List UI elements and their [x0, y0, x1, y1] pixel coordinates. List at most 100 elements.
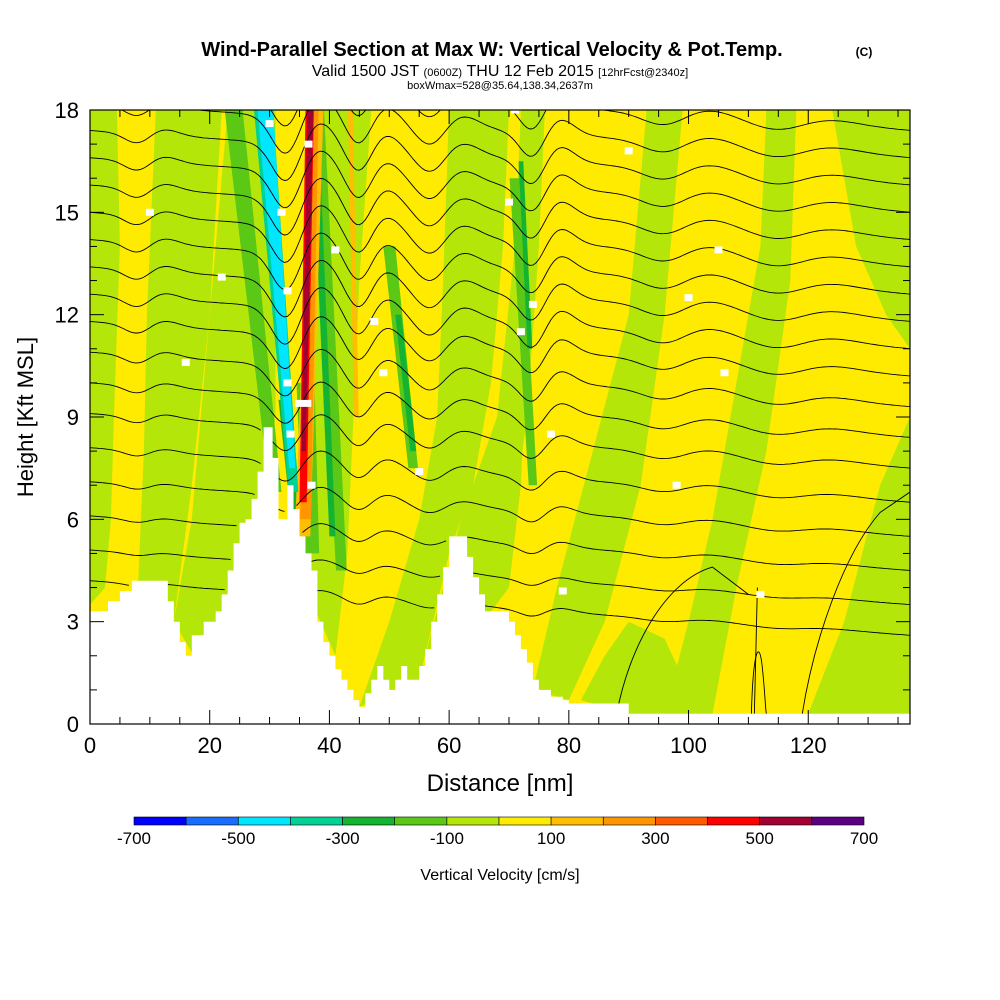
contour-label-box — [684, 294, 693, 302]
band-maroon — [301, 110, 314, 452]
y-axis: 0 3 6 9 12 15 18 — [55, 98, 910, 737]
theta-contour — [90, 447, 910, 503]
band-lime-9 — [580, 621, 695, 714]
colorbar — [133, 816, 865, 826]
velocity-bands — [90, 110, 910, 714]
x-tick-label: 60 — [437, 733, 461, 758]
y-tick-label: 6 — [67, 507, 79, 532]
colorbar-swatch — [655, 816, 708, 826]
band-orange-3 — [348, 110, 359, 417]
y-tick-label: 18 — [55, 98, 79, 123]
subtitle-box: boxWmax=528@35.64,138.34,2637m — [407, 80, 593, 92]
theta-contour — [90, 287, 910, 350]
band-cyan — [257, 110, 296, 469]
band-green-a — [224, 110, 282, 492]
band-lime-11 — [467, 348, 527, 612]
colorbar-label: Vertical Velocity [cm/s] — [420, 867, 579, 884]
colorbar-tick-label: -100 — [430, 829, 464, 848]
theta-contour — [90, 123, 910, 186]
contour-label-box — [265, 120, 274, 128]
contour-label-box — [217, 273, 226, 281]
colorbar-swatch — [238, 816, 291, 826]
contour-label-box — [714, 246, 723, 254]
colorbar-tick-label: 300 — [641, 829, 669, 848]
contour-label-box — [516, 328, 525, 336]
theta-contour — [90, 413, 910, 469]
contour-label-box — [277, 208, 286, 216]
contour-label-box — [181, 358, 190, 366]
colorbar-swatch — [133, 816, 187, 826]
colorbar-swatch — [185, 816, 239, 826]
theta-contour — [120, 110, 910, 159]
theta-contour — [90, 515, 910, 571]
theta-contour — [90, 150, 910, 213]
colorbar-tick-labels: -700 -500 -300 -100 100 300 500 700 — [117, 829, 878, 848]
colorbar-swatch — [446, 816, 500, 826]
theta-contour — [90, 348, 910, 408]
contour-label-box — [295, 399, 304, 407]
chart-title: Wind-Parallel Section at Max W: Vertical… — [201, 39, 782, 61]
colorbar-swatch — [759, 816, 813, 826]
colorbar-tick-label: 100 — [537, 829, 565, 848]
band-lime-1 — [137, 110, 222, 622]
contour-label-box — [283, 287, 292, 295]
theta-contour-closed — [750, 651, 767, 714]
y-tick-label: 9 — [67, 405, 79, 430]
contour-label-box — [303, 399, 312, 407]
contour-label-box — [307, 481, 316, 489]
band-lime-4 — [359, 110, 509, 707]
contour-label-box — [283, 379, 292, 387]
theta-contour — [90, 580, 910, 636]
theta-contour — [90, 381, 910, 438]
band-lime-8 — [808, 417, 910, 714]
theta-contour — [90, 205, 910, 268]
contour-label-box — [720, 369, 729, 377]
x-tick-label: 120 — [790, 733, 827, 758]
contour-label-box — [505, 198, 513, 206]
colorbar-tick-label: 500 — [746, 829, 774, 848]
colorbar-swatch — [342, 816, 396, 826]
theta-contour — [90, 481, 910, 537]
theta-contour — [90, 549, 910, 606]
x-tick-label: 40 — [317, 733, 341, 758]
plot-area — [90, 90, 911, 724]
theta-contour — [276, 90, 911, 103]
y-axis-label: Height [Kft MSL] — [13, 337, 38, 497]
contour-label-box — [379, 369, 388, 377]
x-tick-label: 80 — [557, 733, 581, 758]
subtitle-forecast: [12hrFcst@2340z] — [598, 67, 688, 79]
contour-label-box — [304, 140, 313, 148]
colorbar-tick-label: -700 — [117, 829, 151, 848]
theta-contours — [90, 90, 911, 714]
subtitle-main: Valid 1500 JST — [312, 63, 420, 80]
y-tick-label: 3 — [67, 610, 79, 635]
colorbar-swatch — [498, 816, 552, 826]
contour-label-box — [415, 468, 424, 476]
band-lime-7 — [664, 110, 797, 714]
band-dkgreen-b — [395, 314, 417, 452]
colorbar-swatch — [811, 816, 865, 826]
contour-label-box — [672, 481, 681, 489]
colorbar-tick-label: -500 — [221, 829, 255, 848]
subtitle-line: Valid 1500 JST (0600Z) THU 12 Feb 2015 [… — [312, 63, 688, 80]
theta-contour — [753, 587, 758, 714]
colorbar-swatch — [394, 816, 448, 826]
colorbar-swatch — [707, 816, 760, 826]
contour-label-box — [331, 246, 340, 254]
colorbar-tick-label: -300 — [326, 829, 360, 848]
colorbar-swatch — [602, 816, 656, 826]
terrain — [90, 427, 910, 724]
y-tick-label: 0 — [67, 712, 79, 737]
x-tick-label: 100 — [670, 733, 707, 758]
colorbar-tick-label: 700 — [850, 829, 878, 848]
band-lime-10 — [832, 110, 910, 349]
contour-label-box — [145, 208, 154, 216]
contour-label-box — [286, 430, 295, 438]
theta-contour — [90, 316, 910, 377]
colorbar-swatch — [550, 816, 604, 826]
chart-title-units: (C) — [856, 45, 873, 59]
subtitle-date: THU 12 Feb 2015 — [467, 63, 594, 80]
contour-label-box — [558, 587, 567, 595]
band-lime-6 — [532, 110, 683, 701]
